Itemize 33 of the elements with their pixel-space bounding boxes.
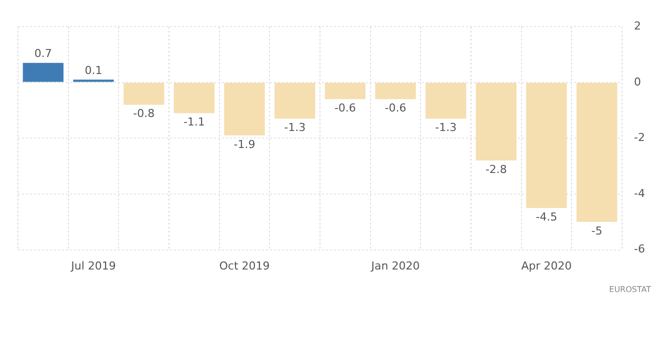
bar [426, 82, 466, 119]
x-tick-label: Apr 2020 [521, 259, 572, 272]
bar [224, 82, 265, 136]
data-label: -0.6 [334, 102, 356, 114]
data-label: -4.5 [536, 210, 558, 224]
bar [375, 82, 416, 100]
data-label: -5 [591, 224, 602, 238]
bar [526, 82, 567, 208]
x-tick-label: Jan 2020 [370, 259, 420, 272]
x-tick-label: Oct 2019 [219, 259, 270, 272]
bar [476, 82, 517, 161]
bar [124, 82, 164, 105]
data-label: -1.3 [284, 121, 306, 134]
data-label: -1.9 [234, 138, 256, 151]
data-label: -1.1 [183, 115, 205, 128]
data-label: -0.6 [384, 102, 406, 114]
data-label: -1.3 [435, 121, 457, 134]
bar [274, 82, 316, 119]
data-label: -2.8 [485, 162, 507, 176]
bar [174, 82, 214, 114]
y-tick-label: 0 [634, 75, 642, 88]
bar [576, 82, 618, 222]
data-label: -0.8 [133, 107, 155, 120]
data-label: 0.7 [34, 47, 52, 60]
y-tick-label: -6 [634, 242, 645, 256]
y-tick-label: -4 [634, 186, 645, 200]
bar [324, 82, 366, 100]
x-tick-label: Jul 2019 [70, 259, 116, 272]
text: EUROSTAT [609, 284, 652, 294]
y-tick-label: 2 [634, 19, 642, 32]
bar [22, 62, 64, 82]
data-label: 0.1 [84, 64, 102, 77]
y-tick-label: -2 [634, 131, 645, 144]
